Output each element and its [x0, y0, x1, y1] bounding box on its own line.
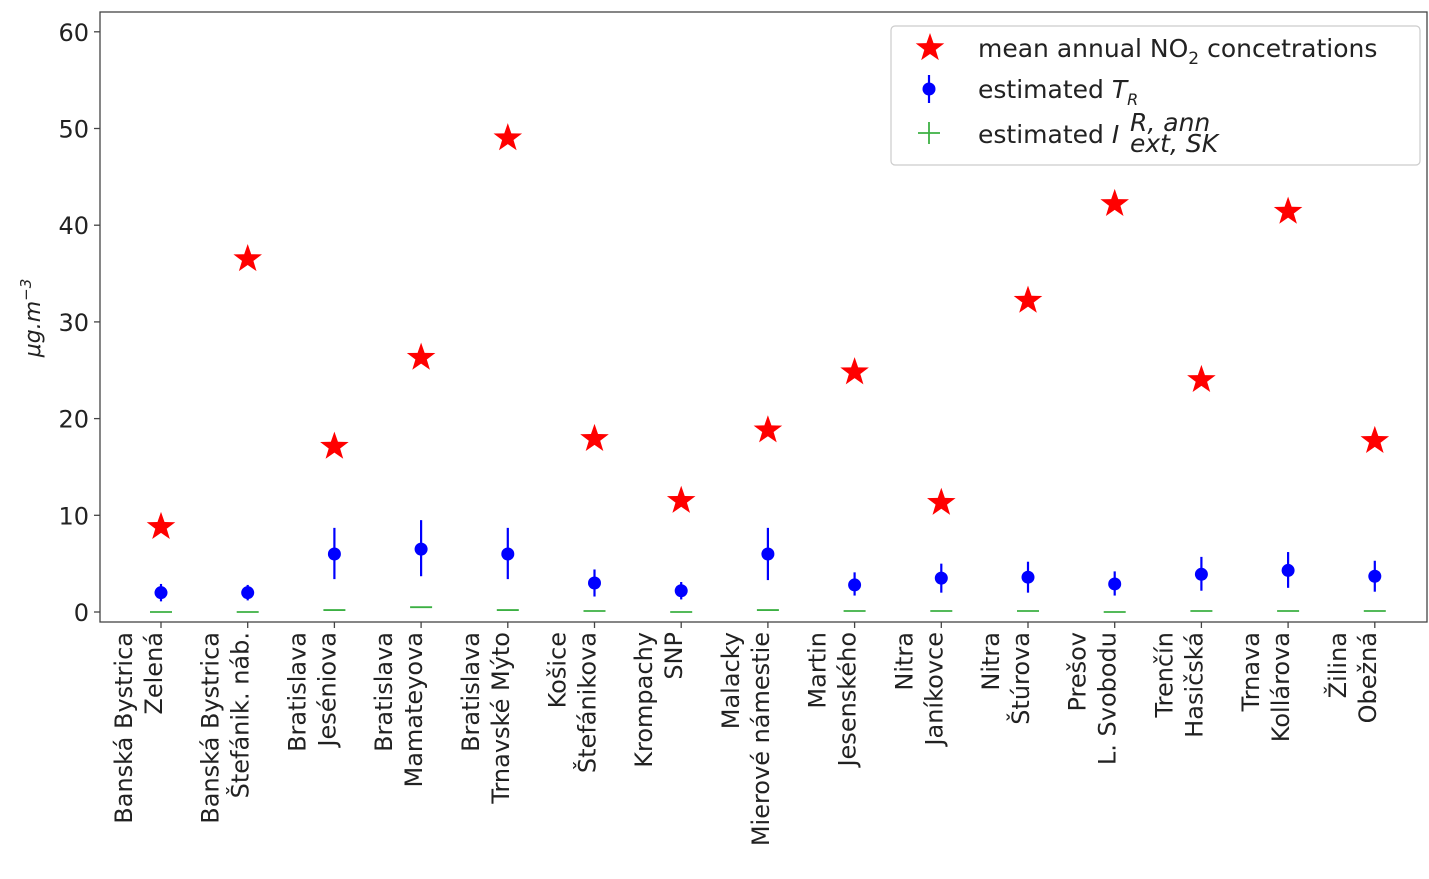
legend-label-no2: mean annual NO2 concetrations: [978, 34, 1377, 69]
y-tick-label: 30: [58, 309, 89, 337]
legend-tr-symbol: T: [1112, 75, 1129, 104]
blue-dot-marker: [1368, 569, 1382, 583]
legend: mean annual NO2 concetrations estimated T…: [890, 25, 1421, 166]
legend-dot-icon: [922, 82, 936, 96]
blue-dot-marker: [1194, 567, 1208, 581]
blue-dot-marker: [934, 571, 948, 585]
legend-no2-tail: concetrations: [1199, 34, 1377, 63]
legend-no2-text: mean annual NO: [978, 34, 1188, 63]
red-star-marker: [493, 123, 523, 151]
red-star-marker: [1360, 425, 1390, 453]
blue-dot-marker: [848, 578, 862, 592]
x-tick-label-street: SNP: [660, 632, 688, 680]
x-tick-label-city: Martin: [804, 632, 832, 709]
x-tick-label-street: Mierové námestie: [747, 632, 775, 846]
x-tick-label-city: Malacky: [717, 632, 745, 729]
plot-frame: [99, 11, 1428, 623]
x-tick-label-city: Prešov: [1064, 632, 1092, 712]
x-tick-label-street: Kollárova: [1267, 632, 1295, 742]
y-tick-label: 60: [58, 19, 89, 47]
legend-tr-subscript: R: [1127, 90, 1138, 109]
x-tick-label-street: Štefánik. náb.: [225, 632, 255, 798]
x-tick-label-city: Trnava: [1237, 632, 1265, 712]
y-tick-label: 10: [58, 502, 89, 530]
x-tick-label-city: Banská Bystrica: [197, 632, 225, 824]
blue-dot-marker: [674, 584, 688, 598]
legend-star-icon: [915, 33, 945, 61]
blue-dot-marker: [154, 586, 168, 600]
legend-box: [890, 25, 1421, 166]
x-tick-label-city: Nitra: [890, 632, 918, 691]
x-tick-label-city: Bratislava: [457, 632, 485, 752]
x-tick-label-city: Trenčín: [1150, 632, 1178, 719]
y-tick-label: 50: [58, 116, 89, 144]
x-tick-label-city: Košice: [544, 632, 572, 708]
plot-marks: [146, 123, 1390, 613]
blue-dot-marker: [588, 576, 601, 590]
x-tick-label-city: Nitra: [977, 632, 1005, 691]
y-tick-label: 20: [58, 406, 89, 434]
blue-dot-marker: [1021, 570, 1035, 584]
x-tick-label-street: Mamateyova: [400, 632, 428, 787]
red-star-marker: [927, 487, 956, 515]
blue-dot-marker: [501, 547, 515, 561]
red-star-marker: [753, 415, 783, 443]
red-star-marker: [1100, 188, 1129, 217]
red-star-marker: [1187, 364, 1216, 393]
red-star-marker: [1013, 285, 1043, 313]
red-star-marker: [840, 357, 869, 385]
y-axis-label-exponent: −3: [17, 279, 35, 301]
x-tick-label-street: Janíkovce: [920, 632, 948, 748]
red-star-marker: [666, 485, 696, 513]
x-tick-label-city: Žilina: [1323, 632, 1352, 698]
red-star-marker: [146, 511, 176, 540]
x-tick-label-city: Banská Bystrica: [110, 632, 138, 824]
y-axis-label: μg.m−3: [17, 279, 46, 359]
x-tick-label-street: Zelená: [140, 632, 168, 715]
x-tick-label-street: Jesenského: [834, 632, 862, 769]
blue-dot-marker: [327, 547, 341, 561]
legend-no2-subscript: 2: [1188, 49, 1199, 69]
x-tick-label-street: Štefánikova: [572, 632, 602, 773]
x-tick-label-street: Trnavské Mýto: [487, 632, 515, 805]
legend-iext-symbol: I: [1112, 120, 1119, 149]
x-tick-label-street: Jeséniova: [313, 632, 341, 749]
x-tick-label-street: Hasičská: [1180, 632, 1208, 738]
x-tick-label-street: Štúrova: [1005, 632, 1035, 725]
blue-dot-marker: [241, 586, 255, 600]
y-tick-label: 40: [58, 212, 89, 240]
blue-dot-marker: [414, 542, 428, 556]
legend-iext-superscript: R, ann: [1130, 108, 1210, 137]
x-tick-label-street: Obežná: [1354, 632, 1382, 723]
legend-tr-text: estimated: [978, 75, 1112, 104]
red-star-marker: [320, 431, 349, 459]
legend-iext-text: estimated: [978, 120, 1112, 149]
legend-label-iext: estimated I: [978, 120, 1119, 149]
legend-label-tr: estimated TR: [978, 75, 1138, 109]
x-tick-label-city: Krompachy: [630, 632, 658, 768]
x-tick-label-city: Bratislava: [370, 632, 398, 752]
y-tick-label: 0: [74, 599, 89, 627]
x-tick-label-street: L. Svobodu: [1094, 632, 1122, 765]
blue-dot-marker: [1281, 563, 1295, 577]
red-star-marker: [406, 342, 436, 370]
legend-iext-subscript: ext, SK: [1130, 129, 1221, 158]
blue-dot-marker: [761, 547, 775, 561]
red-star-marker: [1273, 196, 1303, 224]
red-star-marker: [580, 423, 609, 452]
blue-dot-marker: [1108, 577, 1122, 591]
red-star-marker: [233, 244, 262, 272]
x-tick-label-city: Bratislava: [283, 632, 311, 752]
